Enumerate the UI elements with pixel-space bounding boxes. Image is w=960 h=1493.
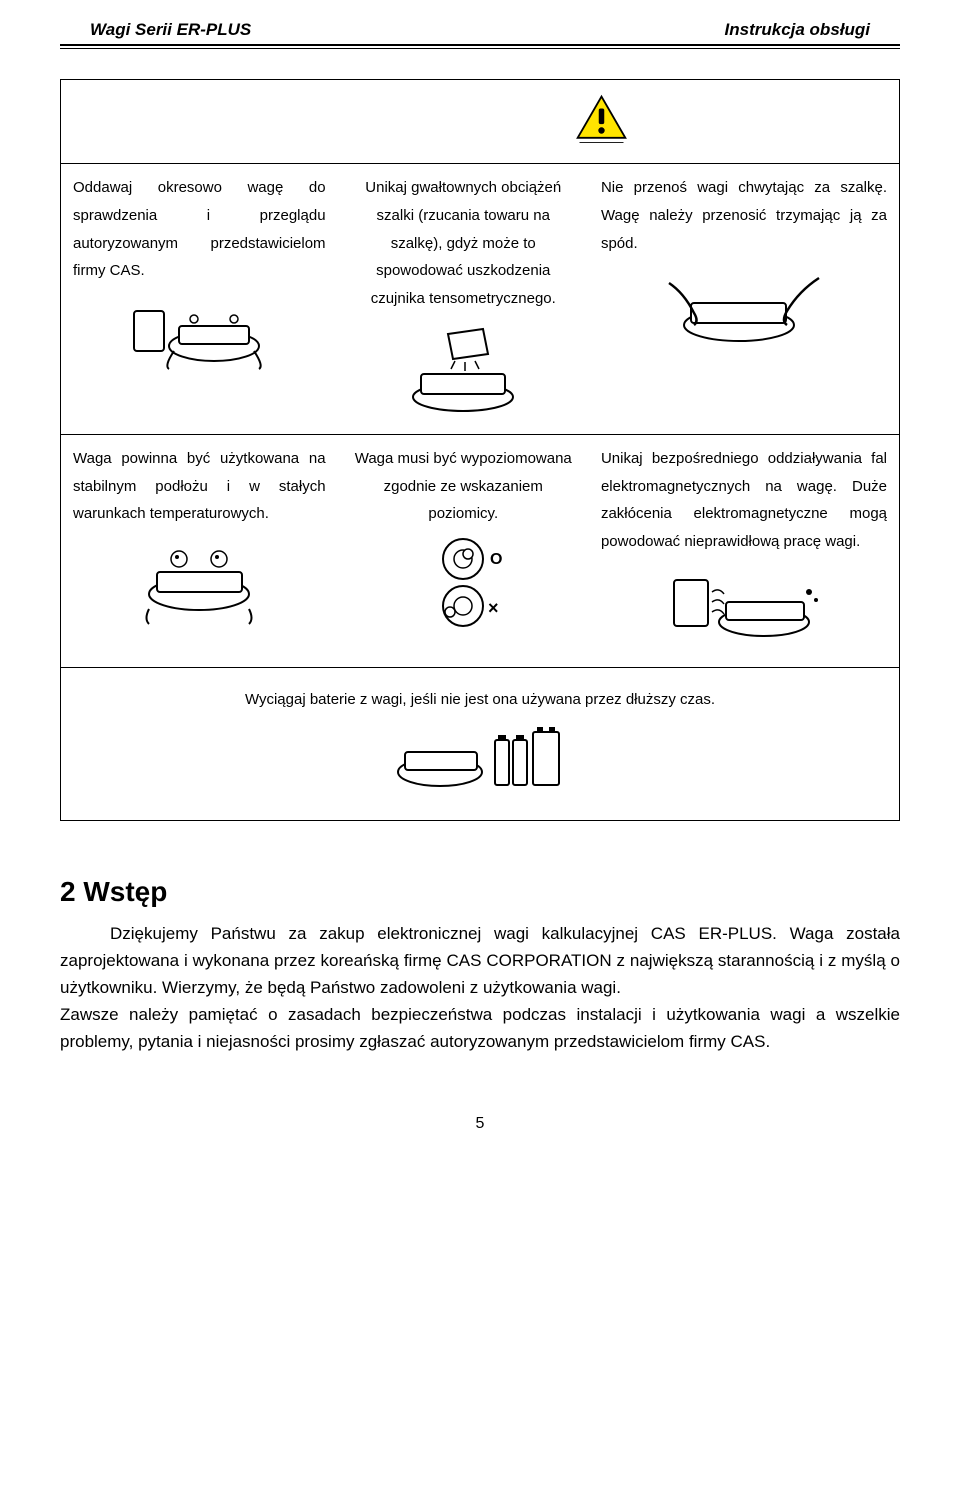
svg-text:×: × — [488, 598, 499, 618]
page-number: 5 — [60, 1115, 900, 1133]
safety-cell-carry: Nie przenoś wagi chwytając za szalkę. Wa… — [589, 164, 899, 434]
level-bubble-icon: O × — [350, 534, 577, 634]
safety-text-level: Waga musi być wypoziomowana zgodnie ze w… — [350, 445, 577, 528]
header-right: Instrukcja obsługi — [725, 20, 870, 40]
header-underline — [60, 48, 900, 49]
safety-text-carry: Nie przenoś wagi chwytając za szalkę. Wa… — [601, 174, 887, 257]
safety-text-battery: Wyciągaj baterie z wagi, jeśli nie jest … — [73, 686, 887, 714]
section-heading-intro: 2 Wstęp — [60, 876, 900, 908]
page-header: Wagi Serii ER-PLUS Instrukcja obsługi — [60, 20, 900, 46]
safety-cell-service: Oddawaj okresowo wagę do sprawdzenia i p… — [61, 164, 338, 434]
safety-row-3: Wyciągaj baterie z wagi, jeśli nie jest … — [60, 668, 900, 821]
header-left: Wagi Serii ER-PLUS — [90, 20, 251, 40]
safety-cell-battery: Wyciągaj baterie z wagi, jeśli nie jest … — [61, 668, 899, 820]
safety-row-1: Oddawaj okresowo wagę do sprawdzenia i p… — [60, 164, 900, 435]
intro-body: Dziękujemy Państwu za zakup elektroniczn… — [60, 920, 900, 1056]
scale-carry-icon — [601, 263, 887, 353]
safety-cell-level: Waga musi być wypoziomowana zgodnie ze w… — [338, 435, 589, 667]
safety-text-emc: Unikaj bezpośredniego oddziaływania fal … — [601, 445, 887, 556]
warning-banner — [60, 79, 900, 164]
scale-emc-icon — [601, 562, 887, 652]
scale-stable-icon — [73, 534, 326, 634]
warning-triangle-icon — [574, 92, 629, 147]
intro-paragraph-2: Zawsze należy pamiętać o zasadach bezpie… — [60, 1001, 900, 1055]
scale-service-icon — [73, 291, 326, 376]
safety-text-load: Unikaj gwałtownych obciążeń szalki (rzuc… — [350, 174, 577, 313]
scale-impact-icon — [350, 319, 577, 419]
safety-cell-load: Unikaj gwałtownych obciążeń szalki (rzuc… — [338, 164, 589, 434]
safety-row-2: Waga powinna być użytkowana na stabilnym… — [60, 435, 900, 668]
intro-paragraph-1: Dziękujemy Państwu za zakup elektroniczn… — [60, 920, 900, 1002]
safety-cell-emc: Unikaj bezpośredniego oddziaływania fal … — [589, 435, 899, 667]
scale-battery-icon — [73, 720, 887, 800]
svg-text:O: O — [490, 551, 502, 568]
safety-text-stable: Waga powinna być użytkowana na stabilnym… — [73, 445, 326, 528]
safety-cell-stable: Waga powinna być użytkowana na stabilnym… — [61, 435, 338, 667]
safety-text-service: Oddawaj okresowo wagę do sprawdzenia i p… — [73, 174, 326, 285]
